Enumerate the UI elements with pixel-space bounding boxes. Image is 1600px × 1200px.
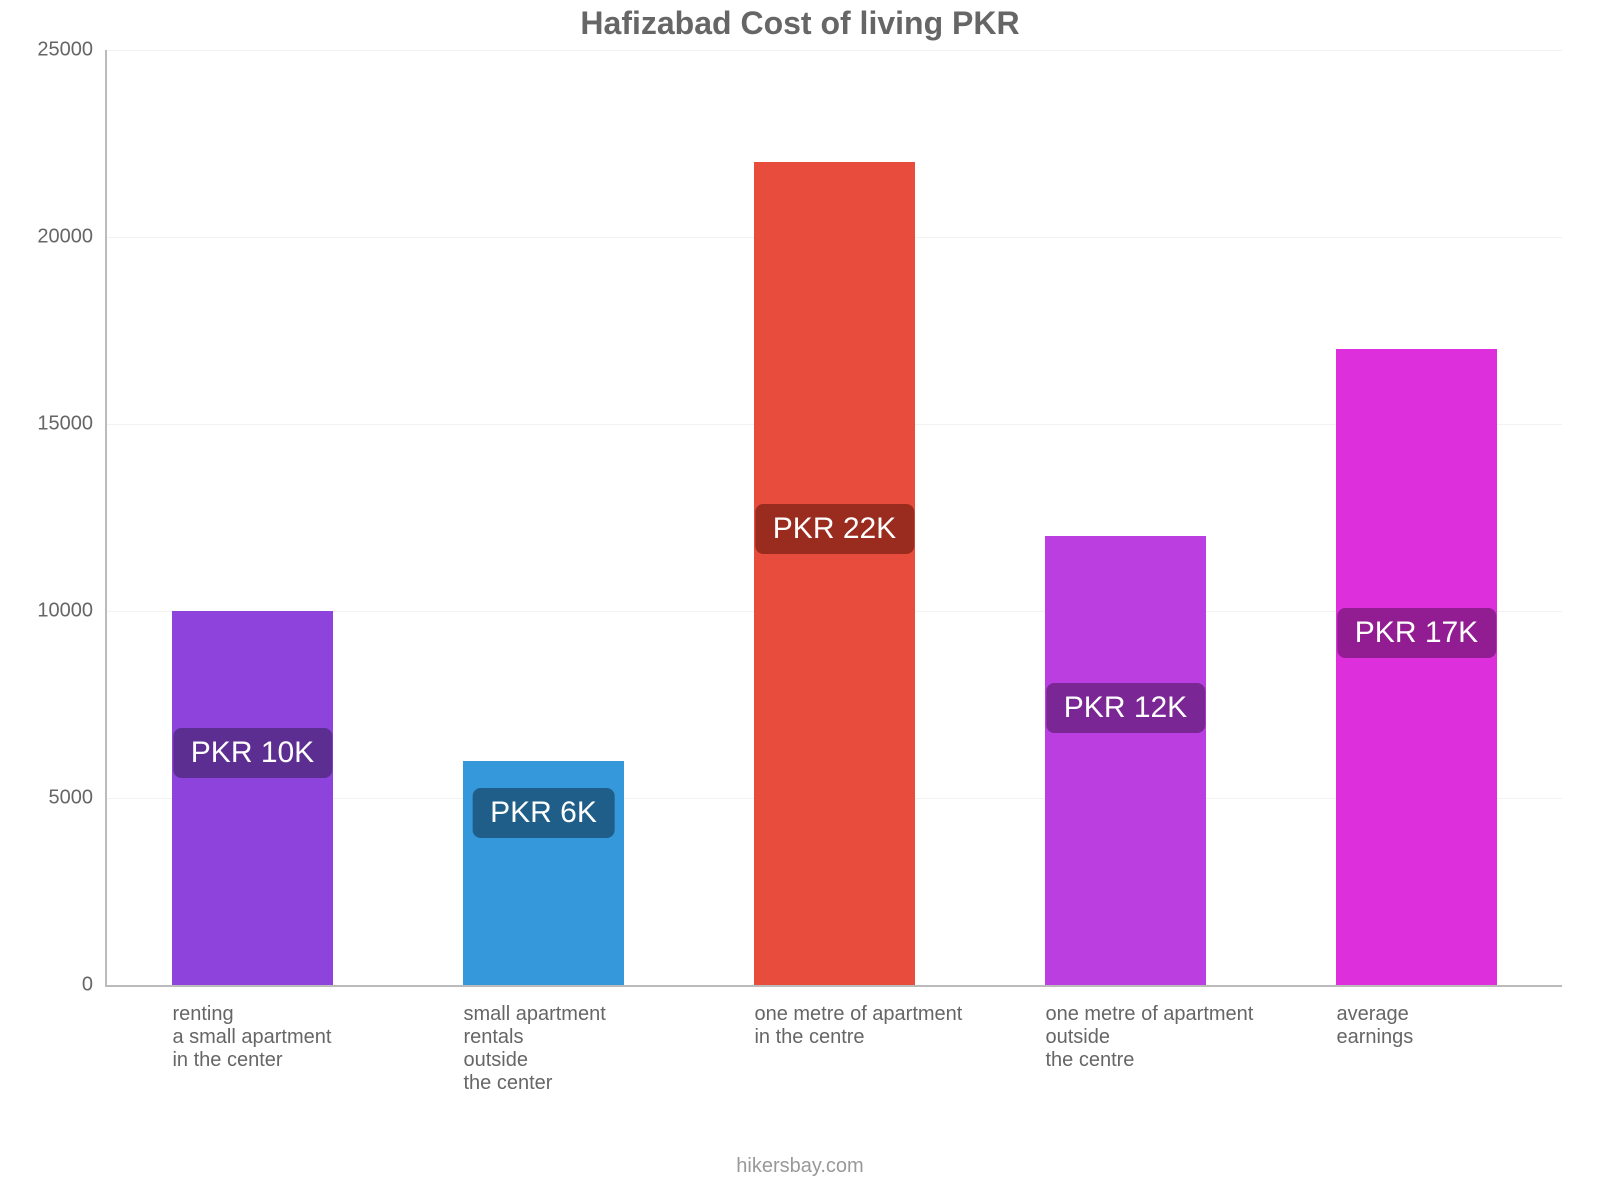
attribution-text: hikersbay.com xyxy=(0,1155,1600,1178)
x-axis-label: averageearnings xyxy=(1336,1003,1413,1049)
x-axis-label-line: outside xyxy=(463,1049,605,1072)
plot-area: 0500010000150002000025000PKR 10Krentinga… xyxy=(105,50,1562,987)
value-badge: PKR 22K xyxy=(755,504,914,554)
x-axis-label: rentinga small apartmentin the center xyxy=(172,1003,331,1072)
value-badge: PKR 17K xyxy=(1337,608,1496,658)
y-axis-tick: 25000 xyxy=(37,39,107,62)
x-axis-label-line: a small apartment xyxy=(172,1026,331,1049)
y-axis-tick: 15000 xyxy=(37,413,107,436)
value-badge: PKR 10K xyxy=(173,728,332,778)
y-axis-tick: 10000 xyxy=(37,600,107,623)
y-axis-tick: 20000 xyxy=(37,226,107,249)
bar xyxy=(1336,349,1496,985)
x-axis-label-line: the center xyxy=(463,1072,605,1095)
cost-of-living-chart: Hafizabad Cost of living PKR 05000100001… xyxy=(0,0,1600,1200)
x-axis-label-line: rentals xyxy=(463,1026,605,1049)
gridline xyxy=(107,50,1562,51)
x-axis-label-line: outside xyxy=(1045,1026,1253,1049)
value-badge: PKR 6K xyxy=(472,788,615,838)
x-axis-label-line: one metre of apartment xyxy=(1045,1003,1253,1026)
x-axis-label-line: in the center xyxy=(172,1049,331,1072)
y-axis-tick: 0 xyxy=(82,974,107,997)
x-axis-label-line: earnings xyxy=(1336,1026,1413,1049)
x-axis-label: small apartmentrentalsoutsidethe center xyxy=(463,1003,605,1095)
x-axis-label: one metre of apartmentin the centre xyxy=(754,1003,962,1049)
x-axis-label: one metre of apartmentoutsidethe centre xyxy=(1045,1003,1253,1072)
x-axis-label-line: renting xyxy=(172,1003,331,1026)
x-axis-label-line: the centre xyxy=(1045,1049,1253,1072)
y-axis-tick: 5000 xyxy=(49,787,108,810)
bar xyxy=(172,611,332,985)
x-axis-label-line: one metre of apartment xyxy=(754,1003,962,1026)
x-axis-label-line: small apartment xyxy=(463,1003,605,1026)
chart-title: Hafizabad Cost of living PKR xyxy=(0,5,1600,42)
x-axis-label-line: average xyxy=(1336,1003,1413,1026)
bar xyxy=(754,162,914,985)
x-axis-label-line: in the centre xyxy=(754,1026,962,1049)
bar xyxy=(1045,536,1205,985)
value-badge: PKR 12K xyxy=(1046,683,1205,733)
